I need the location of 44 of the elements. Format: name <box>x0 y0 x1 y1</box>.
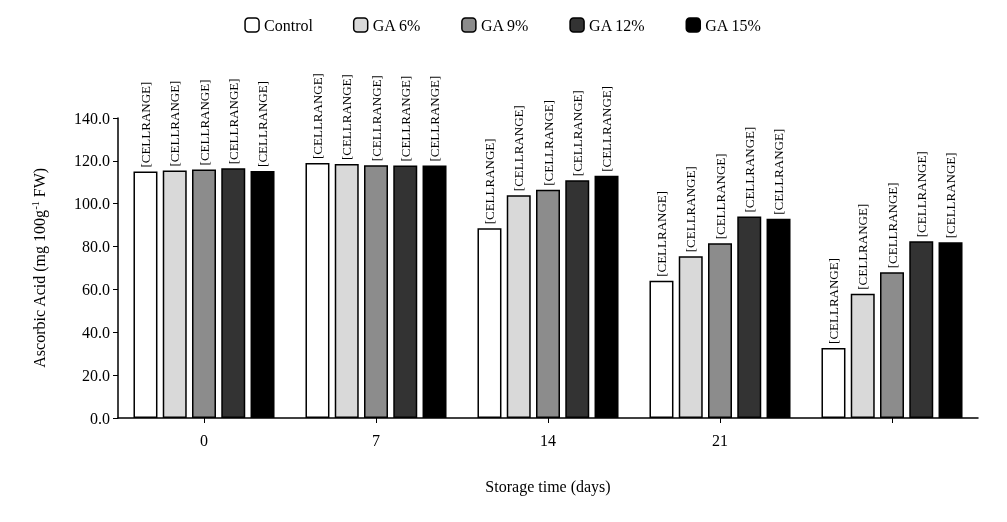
data-label: [CELLRANGE] <box>511 105 527 192</box>
y-tick-label: 60.0 <box>82 280 110 298</box>
data-label: [CELLRANGE] <box>683 166 699 253</box>
data-label: [CELLRANGE] <box>255 80 271 167</box>
y-tick-label: 80.0 <box>82 238 110 256</box>
x-tick-label: 21 <box>712 431 728 449</box>
x-axis-title: Storage time (days) <box>485 477 611 496</box>
data-label: [CELLRANGE] <box>943 152 959 239</box>
data-label: [CELLRANGE] <box>599 85 615 172</box>
data-label: [CELLRANGE] <box>167 80 183 167</box>
data-label: [CELLRANGE] <box>481 138 497 225</box>
data-label: [CELLRANGE] <box>913 151 929 238</box>
y-tick-label: 20.0 <box>82 366 110 384</box>
data-label: [CELLRANGE] <box>825 257 841 344</box>
y-tick-label: 140.0 <box>74 109 110 127</box>
data-label: [CELLRANGE] <box>427 75 443 162</box>
data-label: [CELLRANGE] <box>309 73 325 159</box>
data-label: [CELLRANGE] <box>884 182 900 269</box>
y-tick-label: 0.0 <box>90 409 110 427</box>
x-tick-label: 0 <box>200 431 208 449</box>
data-label: [CELLRANGE] <box>741 126 757 213</box>
x-tick-label: 14 <box>540 431 556 449</box>
legend-label: GA 15% <box>705 16 761 34</box>
data-label: [CELLRANGE] <box>653 190 669 277</box>
data-label: [CELLRANGE] <box>397 75 413 162</box>
data-label: [CELLRANGE] <box>771 128 787 215</box>
x-tick-label: 7 <box>372 431 380 449</box>
legend-label: GA 6% <box>372 16 421 34</box>
legend-label: GA 12% <box>589 16 645 34</box>
data-label: [CELLRANGE] <box>540 99 556 186</box>
data-label: [CELLRANGE] <box>137 81 153 168</box>
legend-label: Control <box>264 16 314 34</box>
data-label: [CELLRANGE] <box>196 79 212 166</box>
data-label: [CELLRANGE] <box>368 75 384 162</box>
legend-label: GA 9% <box>480 16 529 34</box>
y-tick-label: 100.0 <box>74 195 110 213</box>
data-label: [CELLRANGE] <box>855 203 871 290</box>
data-label: [CELLRANGE] <box>712 153 728 240</box>
y-tick-label: 120.0 <box>74 152 110 170</box>
y-axis-title: Ascorbic Acid (mg 100g-1 FW) <box>29 167 49 368</box>
data-label: [CELLRANGE] <box>339 74 355 161</box>
data-label: [CELLRANGE] <box>225 78 241 165</box>
data-label: [CELLRANGE] <box>569 90 585 177</box>
y-tick-label: 40.0 <box>82 323 110 341</box>
